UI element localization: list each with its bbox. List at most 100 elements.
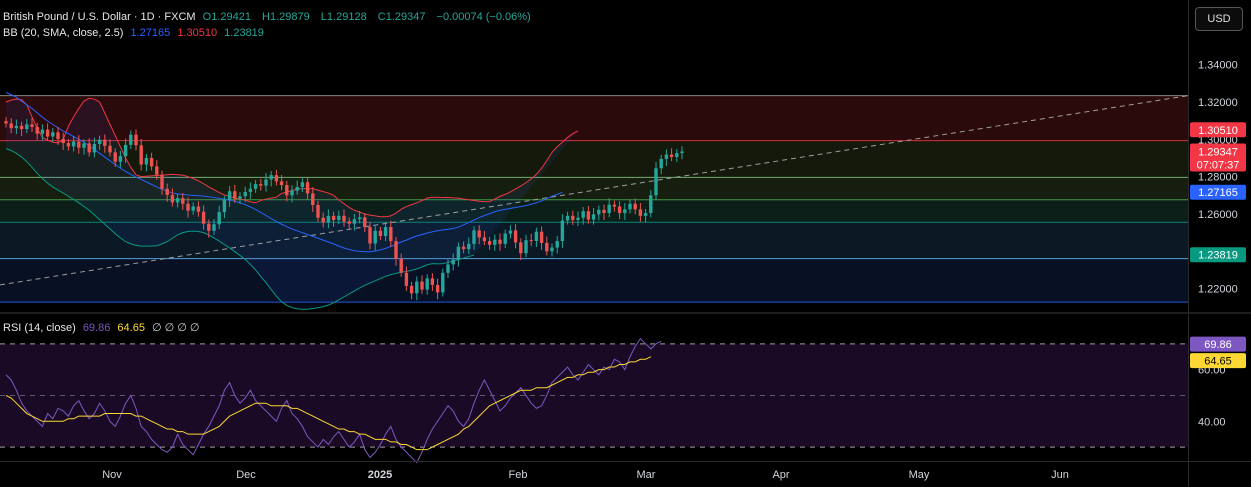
candle-body [212,224,216,231]
price-tick-label: 1.28000 [1198,172,1238,184]
candle [108,139,112,157]
candle [357,211,362,224]
candle [61,132,65,150]
candle [201,205,206,230]
candle [87,138,91,157]
candle [253,180,258,193]
candle [170,188,175,207]
candle [227,185,232,207]
time-axis-label: Apr [772,469,789,481]
candle [139,138,143,171]
candle [25,119,29,134]
candle-body [92,143,97,153]
rsi-extra-values: ∅ ∅ ∅ ∅ [152,322,200,334]
candle-body [446,264,450,273]
candle [71,136,76,152]
candle-body [274,175,279,182]
candle-body [654,168,658,196]
candle [363,213,367,233]
candle [581,207,585,225]
candle-body [207,223,211,231]
time-axis[interactable]: Nov Dec 2025 Feb Mar Apr May Jun [0,461,1251,482]
candle-body [571,215,575,220]
candle [597,205,601,221]
candle [555,235,559,254]
candle [534,227,539,248]
candle [524,234,528,258]
candle-body [638,209,643,216]
candle [331,211,336,227]
close-tag-bg [1190,143,1246,172]
candle-body [456,246,461,260]
candle-body [144,157,149,165]
candle-body [555,241,559,248]
candle [279,174,284,191]
currency-button[interactable]: USD [1195,7,1243,31]
candle [456,242,461,267]
fib-zone [0,140,1188,178]
candle [451,253,455,271]
price-tag-bg [1190,336,1246,352]
candle-body [233,191,237,199]
candle [191,202,195,215]
candle [311,187,315,212]
candle [144,153,149,172]
candle-body [649,195,653,214]
candle-body [425,278,429,290]
candle-body [165,188,169,195]
candle-body [305,182,310,194]
basis-tag: 1.27165 [1190,184,1246,200]
candle [649,190,653,218]
bb-basis-value: 1.27165 [130,27,171,39]
candle [129,130,133,150]
candle [290,185,294,203]
candle-body [368,227,372,244]
candle-body [123,144,128,157]
candle [591,208,596,225]
candle-body [399,258,403,273]
candle [550,243,554,257]
candle-body [227,191,232,200]
candle-body [508,230,513,234]
candle-body [586,211,591,220]
candle [92,137,97,158]
bb-label[interactable]: BB (20, SMA, close, 2.5) [3,27,124,39]
candle [40,124,45,141]
candle [342,209,346,227]
candle-body [285,185,289,196]
candle [295,180,299,195]
candle [326,209,331,229]
rsi-label[interactable]: RSI (14, close) [3,322,76,334]
candle [97,135,102,150]
symbol-legend: British Pound / U.S. Dollar · 1D · FXCM … [3,11,535,23]
candle-body [30,124,34,127]
time-axis-label: Jun [1051,469,1069,481]
low-value: 1.29128 [326,11,367,23]
rsi-pane [0,337,1188,464]
candle [82,139,86,155]
candle-body [9,123,13,129]
candle [207,219,211,238]
candle-body [326,215,331,223]
candle [425,274,429,295]
candle-body [617,206,622,214]
candle [586,205,591,224]
candle [664,149,669,166]
trend-line[interactable] [0,95,1189,286]
candle-body [461,246,466,250]
candle [264,173,268,192]
candle [243,186,247,203]
candle [160,170,164,195]
rsi-ma-tag: 64.65 [1190,353,1246,369]
candle-body [25,124,29,130]
symbol-name[interactable]: British Pound / U.S. Dollar · 1D · FXCM [3,11,196,23]
candle [623,202,627,220]
rsi-tag: 69.86 [1190,336,1246,352]
price-tag-bg [1190,184,1246,200]
candle-body [238,196,242,199]
high-label: H [262,11,270,23]
candle-body [357,217,362,220]
